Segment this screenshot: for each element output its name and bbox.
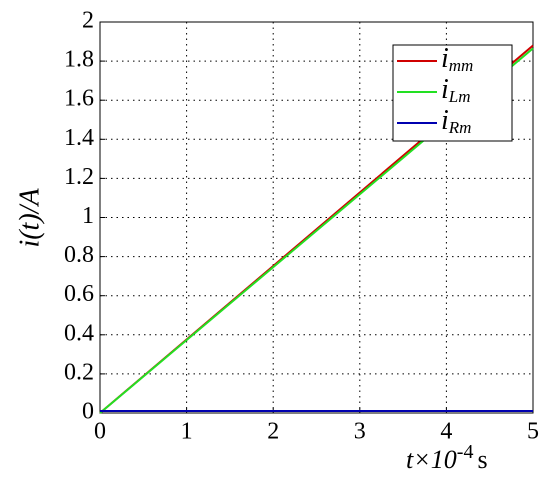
x-tick-label: 3 — [354, 419, 366, 445]
plot-frame — [99, 21, 534, 414]
y-tick-label: 1.6 — [64, 86, 94, 112]
legend-subscript: mm — [449, 56, 474, 75]
legend-entry: iLm — [441, 74, 471, 105]
y-tick-label: 0.4 — [64, 320, 94, 346]
y-tick-label: 0.8 — [64, 242, 94, 268]
legend-entry: imm — [441, 43, 473, 74]
y-tick-label: 0.6 — [64, 281, 94, 307]
x-axis-label: t×10-4 s — [406, 441, 488, 474]
y-tick-label: 2 — [82, 8, 94, 34]
y-tick-label: 1.8 — [64, 47, 94, 73]
x-tick-label: 0 — [94, 419, 106, 445]
legend-subscript: Lm — [448, 87, 471, 106]
legend-name: i — [441, 105, 449, 136]
x-label-base: t×10 — [406, 445, 457, 474]
legend-name: i — [441, 74, 449, 105]
x-tick-label: 2 — [267, 419, 279, 445]
x-tick-label: 4 — [440, 419, 452, 445]
y-axis-label: i(t)/A — [14, 188, 45, 248]
legend-subscript: Rm — [448, 118, 472, 137]
y-tick-label: 0 — [82, 399, 94, 425]
y-tick-label: 1.2 — [64, 164, 94, 190]
legend-name: i — [441, 43, 449, 74]
y-tick-label: 1 — [82, 203, 94, 229]
x-tick-label: 5 — [527, 419, 539, 445]
legend-entry: iRm — [441, 105, 471, 136]
y-tick-label: 0.2 — [64, 359, 94, 385]
y-tick-label: 1.4 — [64, 125, 94, 151]
x-label-exponent: -4 — [457, 441, 474, 463]
x-label-unit: s — [477, 445, 487, 474]
x-tick-label: 1 — [181, 419, 193, 445]
